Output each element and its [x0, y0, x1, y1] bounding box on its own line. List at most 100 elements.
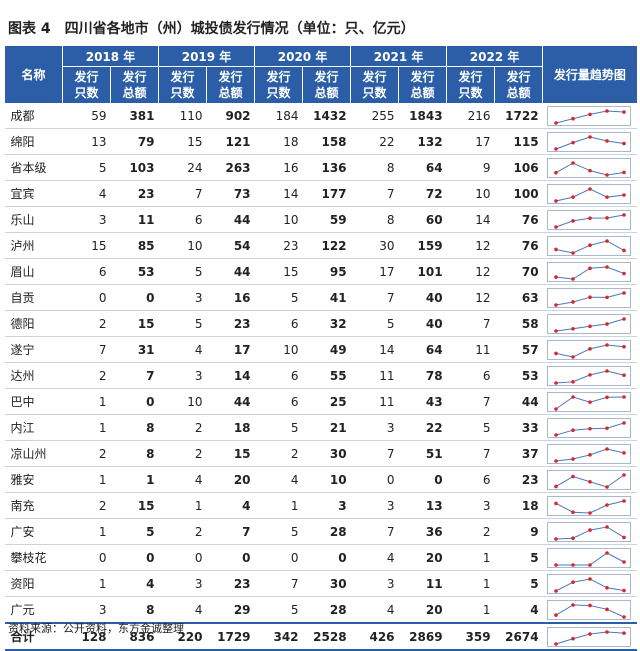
sparkline-point — [587, 576, 592, 581]
sparkline — [546, 599, 631, 620]
issue-amount: 14 — [206, 362, 255, 389]
sparkline-point — [604, 524, 609, 529]
issue-amount: 23 — [494, 466, 543, 493]
sparkline-point — [570, 427, 575, 432]
sparkline-point — [553, 641, 558, 646]
sparkline-point — [570, 456, 575, 461]
issue-count: 11 — [350, 388, 399, 415]
issue-amount: 31 — [110, 336, 159, 363]
region-name: 南充 — [4, 492, 63, 519]
sparkline-point — [604, 629, 609, 634]
sparkline-point — [553, 484, 558, 488]
trend-cell — [542, 103, 637, 129]
sparkline — [546, 313, 631, 334]
data-row: 省本级 5 103 24 263 16 136 8 64 9 106 — [4, 154, 637, 181]
issue-amount: 49 — [302, 336, 351, 363]
issue-count: 0 — [158, 544, 207, 571]
region-name: 德阳 — [4, 310, 63, 337]
issue-count: 4 — [158, 336, 207, 363]
sparkline-point — [587, 631, 592, 636]
issue-amount: 76 — [494, 232, 543, 259]
trend-cell — [542, 206, 637, 233]
issue-amount: 44 — [206, 258, 255, 285]
region-name: 泸州 — [4, 232, 63, 259]
issue-count: 3 — [158, 362, 207, 389]
sub-header-cell: 发行只数 — [446, 66, 495, 103]
sparkline-point — [553, 247, 558, 251]
issue-count: 2 — [158, 414, 207, 441]
issue-count: 24 — [158, 154, 207, 181]
issue-amount: 0 — [110, 388, 159, 415]
sparkline-point — [570, 509, 575, 514]
issue-amount: 20 — [398, 596, 447, 624]
issue-amount: 121 — [206, 128, 255, 155]
table-body: 成都 59 381 110 902 184 1432 255 1843 216 1722 绵阳 13 79… — [4, 103, 637, 651]
issue-amount: 902 — [206, 103, 255, 129]
issue-count: 12 — [446, 258, 495, 285]
trend-cell — [542, 232, 637, 259]
issue-amount: 29 — [206, 596, 255, 624]
sparkline-point — [570, 579, 575, 584]
issue-amount: 53 — [110, 258, 159, 285]
issue-count: 0 — [350, 466, 399, 493]
issue-count: 14 — [350, 336, 399, 363]
sparkline-point — [587, 399, 592, 404]
issue-count: 3 — [350, 570, 399, 597]
issue-amount: 7 — [206, 518, 255, 545]
sparkline-line — [555, 135, 624, 149]
sparkline — [546, 183, 631, 204]
region-name: 省本级 — [4, 154, 63, 181]
region-name: 成都 — [4, 103, 63, 129]
sparkline-point — [587, 265, 592, 270]
sparkline-point — [587, 242, 592, 247]
issue-count: 10 — [254, 206, 303, 233]
issue-count: 5 — [254, 414, 303, 441]
issue-amount: 30 — [302, 570, 351, 597]
issue-count: 15 — [62, 232, 111, 259]
title-bar: 图表 4 四川省各地市（州）城投债发行情况（单位：只、亿元） — [8, 18, 429, 38]
sparkline — [546, 209, 631, 230]
sub-header: 发行只数 — [74, 70, 99, 100]
sparkline-point — [621, 192, 626, 197]
issue-amount: 0 — [110, 284, 159, 311]
region-name: 广安 — [4, 518, 63, 545]
year-header: 2018 年 — [61, 46, 159, 67]
issue-amount: 103 — [110, 154, 159, 181]
issue-amount: 23 — [206, 310, 255, 337]
issue-count: 9 — [446, 154, 495, 181]
trend-cell — [542, 284, 637, 311]
trend-cell — [542, 362, 637, 389]
issue-amount: 30 — [302, 440, 351, 467]
issue-count: 13 — [62, 128, 111, 155]
issue-amount: 59 — [302, 206, 351, 233]
issue-count: 2 — [62, 362, 111, 389]
sparkline-point — [553, 406, 558, 411]
issue-count: 6 — [446, 362, 495, 389]
sparkline-point — [587, 603, 592, 607]
sparkline-point — [621, 290, 626, 295]
issue-amount: 25 — [302, 388, 351, 415]
trend-cell — [542, 518, 637, 545]
issue-amount: 177 — [302, 180, 351, 207]
issue-count: 1 — [446, 544, 495, 571]
issue-count: 11 — [350, 362, 399, 389]
issue-count: 5 — [254, 518, 303, 545]
issue-amount: 15 — [206, 440, 255, 467]
issue-amount: 15 — [110, 492, 159, 519]
issue-count: 1 — [446, 596, 495, 624]
region-name: 达州 — [4, 362, 63, 389]
sparkline-point — [553, 328, 558, 333]
issue-amount: 28 — [302, 596, 351, 624]
sub-header-cell: 发行总额 — [302, 66, 351, 103]
issue-count: 0 — [254, 544, 303, 571]
issue-amount: 2674 — [494, 622, 543, 651]
sub-header: 发行只数 — [362, 70, 387, 100]
header-row: 发行只数 发行总额 发行只数 发行总额 发行只数 发行总额 发行只数 发行总额 发行只数 发行总额 — [5, 66, 637, 103]
year-header: 2022 年 — [446, 46, 543, 67]
issue-count: 3 — [446, 492, 495, 519]
sparkline — [546, 105, 631, 126]
trend-cell — [542, 336, 637, 363]
trend-header: 发行量趋势图 — [542, 46, 637, 103]
data-row: 达州 2 7 3 14 6 55 11 78 6 53 — [4, 362, 637, 389]
sparkline-point — [604, 295, 609, 299]
